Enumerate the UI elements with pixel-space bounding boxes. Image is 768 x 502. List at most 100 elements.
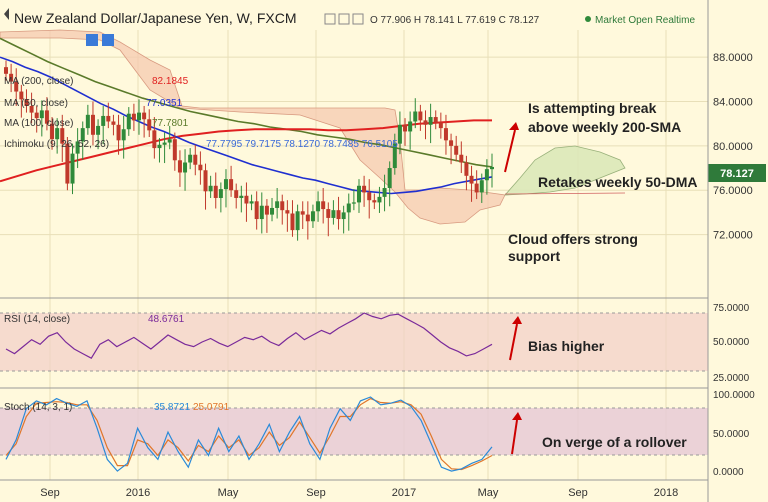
candle-body [131, 113, 136, 121]
candle-body [331, 210, 336, 218]
ma100-label: MA (100, close) [4, 118, 73, 129]
ma50-value: 77.0351 [146, 98, 183, 109]
time-tick-label: 2017 [392, 487, 416, 499]
candle-body [157, 144, 162, 149]
candle-body [193, 154, 198, 165]
candle-body [254, 201, 259, 220]
ma200-label: MA (200, close) [4, 76, 73, 87]
collapse-icon[interactable] [4, 8, 9, 20]
stoch-tick-0: 0.0000 [713, 467, 744, 478]
visibility-icon[interactable] [86, 34, 98, 46]
time-axis: Sep 2016 May Sep 2017 May Sep 2018 [40, 487, 678, 499]
rsi-line [5, 312, 493, 359]
candle-body [413, 111, 418, 122]
candle-body [239, 195, 244, 198]
candle-body [111, 121, 116, 125]
candle-body [433, 117, 438, 123]
candle-body [172, 139, 177, 161]
candle-body [183, 162, 188, 173]
candles [4, 60, 494, 241]
stoch-k-value: 35.8721 [154, 402, 191, 413]
candle-body [116, 124, 121, 141]
candle-body [362, 185, 367, 193]
candle-body [4, 67, 8, 74]
arrow-head-icon [512, 316, 522, 324]
arrow-head-icon [512, 412, 522, 420]
hide-icon[interactable] [338, 13, 350, 25]
candle-body [101, 115, 106, 126]
rsi-pane: RSI (14, close) 48.6761 75.0000 50.0000 … [0, 297, 750, 384]
stoch-tick-50: 50.0000 [713, 429, 750, 440]
time-tick-label: Sep [306, 487, 326, 499]
annotation-break-2: above weekly 200-SMA [528, 119, 681, 135]
candle-body [382, 188, 387, 197]
candle-body [397, 124, 402, 144]
candle-body [121, 129, 126, 141]
cloud-bearish [0, 29, 506, 225]
annotations: Is attempting break above weekly 200-SMA… [504, 100, 698, 264]
cloud-bullish [504, 145, 626, 196]
candle-body [14, 81, 19, 92]
candle-body [229, 179, 234, 191]
rsi-value: 48.6761 [148, 314, 185, 325]
candle-body [147, 119, 152, 131]
stoch-tick-100: 100.0000 [713, 390, 755, 401]
arrow-head-icon [509, 122, 519, 130]
candle-body [85, 114, 90, 129]
candle-body [310, 211, 315, 222]
candle-body [9, 73, 14, 82]
ichimoku-values: 77.7795 79.7175 78.1270 78.7485 76.5105 [206, 139, 398, 150]
more-icon[interactable] [352, 13, 364, 25]
candle-body [90, 114, 95, 135]
candle-body [44, 110, 49, 124]
candle-body [275, 201, 280, 208]
stoch-k-line [5, 396, 493, 472]
stoch-pane: Stoch (14, 3, 1) 35.8721 25.0791 100.000… [0, 387, 755, 478]
candle-body [96, 125, 101, 135]
annotation-cloud-2: support [508, 248, 560, 264]
price-tick-label: 72.0000 [713, 230, 753, 242]
candle-body [234, 190, 239, 198]
annotation-stoch: On verge of a rollover [542, 434, 687, 450]
candle-body [80, 128, 85, 142]
rsi-tick-75: 75.0000 [713, 303, 750, 314]
rsi-band [0, 313, 708, 371]
candle-body [162, 142, 167, 145]
candle-body [280, 201, 285, 211]
candle-body [321, 201, 326, 210]
ma200-value: 82.1845 [152, 76, 189, 87]
candle-body [356, 185, 361, 203]
candle-body [188, 154, 193, 163]
settings-icon[interactable] [324, 13, 336, 25]
candle-body [428, 117, 433, 125]
candle-body [24, 99, 29, 106]
price-tick-label: 76.0000 [713, 185, 753, 197]
candle-body [70, 153, 75, 184]
candle-body [285, 210, 290, 214]
candle-body [336, 210, 341, 220]
candle-body [60, 128, 65, 144]
candle-body [326, 209, 331, 218]
annotation-rsi: Bias higher [528, 338, 605, 354]
candle-body [208, 185, 213, 192]
ohlc-readout: O 77.906 H 78.141 L 77.619 C 78.127 [370, 15, 540, 26]
candle-body [403, 124, 408, 132]
candle-body [305, 214, 310, 222]
time-tick-label: 2018 [654, 487, 678, 499]
market-status: Market Open Realtime [595, 15, 695, 26]
candle-body [218, 189, 223, 198]
price-tick-label: 80.0000 [713, 141, 753, 153]
last-price-badge [708, 164, 766, 182]
candle-body [423, 120, 428, 125]
settings-icon[interactable] [102, 34, 114, 46]
annotation-retake: Retakes weekly 50-DMA [538, 174, 698, 190]
candle-body [464, 162, 469, 176]
price-axis: 72.0000 76.0000 80.0000 84.0000 88.0000 [713, 52, 753, 241]
candle-body [351, 202, 356, 204]
ichimoku-cloud [0, 29, 626, 225]
rsi-tick-25: 25.0000 [713, 373, 750, 384]
candle-body [34, 112, 39, 119]
arrow-up-icon [509, 323, 518, 361]
candle-body [142, 112, 147, 120]
